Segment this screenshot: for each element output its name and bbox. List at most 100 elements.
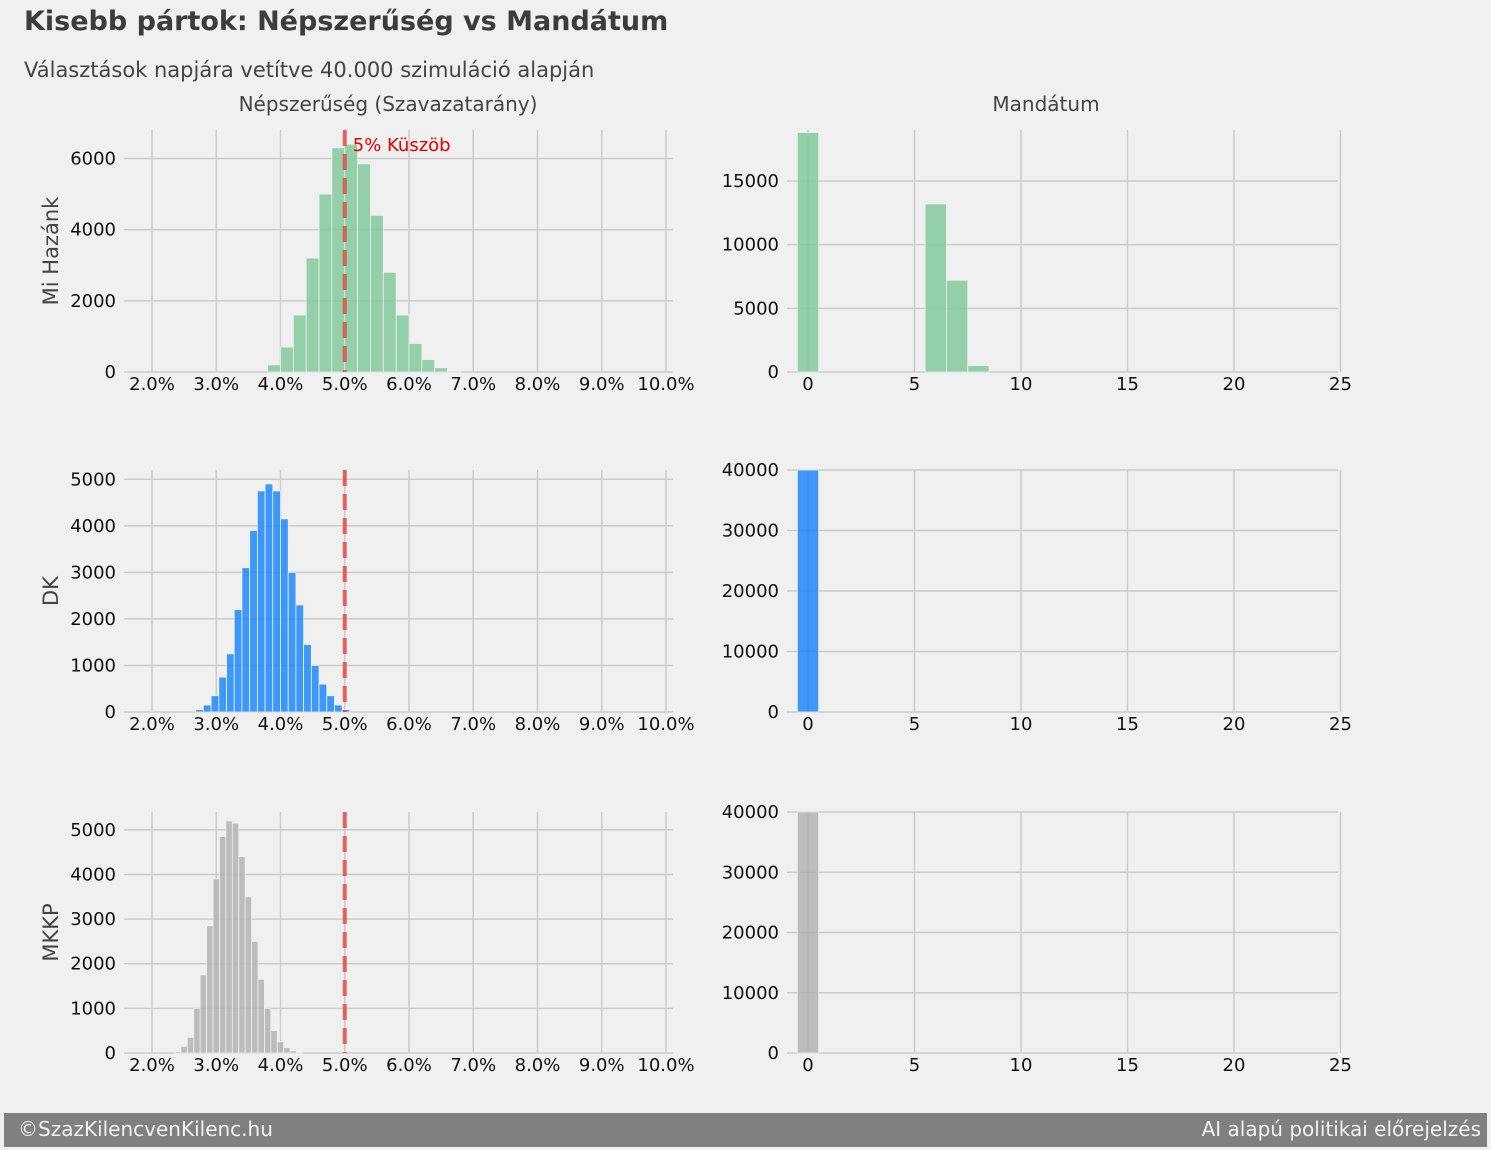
bar-popularity-mi-hazánk — [267, 364, 281, 373]
bar-popularity-mi-hazánk — [305, 257, 320, 373]
xtick-label: 7.0% — [450, 374, 496, 395]
bar-popularity-dk — [226, 653, 235, 713]
xtick-label: 3.0% — [193, 1055, 239, 1076]
bar-popularity-mkkp — [244, 896, 252, 1054]
xtick-label: 15 — [1116, 714, 1139, 735]
bar-popularity-mi-hazánk — [357, 163, 371, 373]
bar-popularity-mi-hazánk — [447, 370, 461, 373]
column-title-seats: Mandátum — [992, 92, 1099, 116]
footer-tagline: AI alapú politikai előrejelzés — [1201, 1117, 1481, 1141]
bar-popularity-mkkp — [199, 974, 208, 1054]
xtick-label: 5 — [909, 714, 920, 735]
bar-popularity-mkkp — [251, 941, 259, 1054]
bar-popularity-mi-hazánk — [280, 346, 294, 373]
ytick-label: 10000 — [722, 642, 779, 663]
bar-seats-mkkp — [796, 811, 820, 1054]
xtick-label: 7.0% — [450, 714, 496, 735]
bar-popularity-mkkp — [186, 1036, 195, 1054]
bar-popularity-dk — [280, 518, 289, 713]
ytick-label: 0 — [768, 702, 779, 723]
xtick-label: 9.0% — [579, 714, 625, 735]
bar-popularity-mkkp — [289, 1050, 297, 1054]
chart-grid: Népszerűség (Szavazatarány)0200040006000… — [39, 92, 1352, 1076]
ytick-label: 3000 — [70, 909, 116, 930]
bar-popularity-dk — [195, 709, 204, 713]
bar-popularity-mkkp — [264, 1007, 272, 1054]
ytick-label: 4000 — [70, 220, 116, 241]
xtick-label: 10.0% — [637, 1055, 694, 1076]
ytick-label: 2000 — [70, 609, 116, 630]
xtick-label: 0 — [802, 374, 813, 395]
ytick-label: 0 — [105, 362, 116, 383]
chart-subtitle: Választások napjára vetítve 40.000 szimu… — [24, 58, 595, 82]
xtick-label: 9.0% — [579, 374, 625, 395]
bar-popularity-mkkp — [193, 1007, 201, 1054]
bar-popularity-mi-hazánk — [408, 343, 423, 373]
xtick-label: 15 — [1116, 1055, 1139, 1076]
ylabel-mkkp: MKKP — [39, 903, 63, 961]
xtick-label: 5.0% — [322, 374, 368, 395]
bar-popularity-mkkp — [296, 1051, 304, 1054]
bar-seats-mi-hazánk — [946, 279, 969, 373]
bar-popularity-mkkp — [283, 1047, 291, 1054]
bar-popularity-mkkp — [219, 836, 227, 1054]
ytick-label: 1000 — [70, 655, 116, 676]
bar-popularity-mi-hazánk — [292, 314, 307, 373]
bar-popularity-dk — [310, 665, 320, 713]
ytick-label: 0 — [768, 1043, 779, 1064]
xtick-label: 3.0% — [193, 714, 239, 735]
bar-popularity-mi-hazánk — [421, 359, 436, 373]
xtick-label: 8.0% — [515, 374, 561, 395]
ytick-label: 15000 — [722, 171, 779, 192]
ytick-label: 30000 — [722, 521, 779, 542]
bar-popularity-dk — [249, 530, 258, 713]
bar-popularity-dk — [303, 644, 312, 713]
ytick-label: 4000 — [70, 516, 116, 537]
ytick-label: 10000 — [722, 235, 779, 256]
column-title-popularity: Népszerűség (Szavazatarány) — [239, 92, 538, 116]
ytick-label: 40000 — [722, 460, 779, 481]
xtick-label: 0 — [802, 1055, 813, 1076]
ytick-label: 5000 — [70, 820, 116, 841]
ytick-label: 20000 — [722, 581, 779, 602]
xtick-label: 10.0% — [637, 374, 694, 395]
xtick-label: 20 — [1223, 374, 1246, 395]
bar-popularity-mi-hazánk — [318, 193, 333, 373]
ytick-label: 30000 — [722, 862, 779, 883]
ytick-label: 6000 — [70, 148, 116, 169]
bar-popularity-mkkp — [257, 978, 265, 1054]
bar-popularity-dk — [334, 704, 343, 713]
xtick-label: 2.0% — [129, 714, 175, 735]
threshold-label: 5% Küszöb — [353, 135, 451, 156]
xtick-label: 25 — [1329, 714, 1352, 735]
xtick-label: 5 — [909, 374, 920, 395]
bar-popularity-dk — [295, 604, 305, 713]
xtick-label: 0 — [802, 714, 813, 735]
xtick-label: 20 — [1223, 714, 1246, 735]
bar-popularity-dk — [318, 683, 328, 713]
bar-popularity-dk — [326, 695, 335, 713]
bar-popularity-mkkp — [225, 820, 233, 1054]
xtick-label: 5 — [909, 1055, 920, 1076]
ylabel-mi-hazánk: Mi Hazánk — [39, 196, 63, 305]
bar-popularity-mkkp — [238, 856, 246, 1054]
xtick-label: 10 — [1010, 714, 1033, 735]
bar-seats-dk — [796, 469, 820, 713]
ytick-label: 3000 — [70, 562, 116, 583]
xtick-label: 4.0% — [258, 374, 304, 395]
bar-popularity-mkkp — [270, 1030, 278, 1054]
bar-popularity-mi-hazánk — [395, 314, 410, 373]
bar-popularity-dk — [272, 490, 281, 713]
bar-popularity-mi-hazánk — [382, 271, 397, 373]
bar-popularity-dk — [287, 571, 297, 713]
xtick-label: 10 — [1010, 374, 1033, 395]
bar-popularity-mi-hazánk — [434, 367, 448, 373]
bar-popularity-dk — [218, 676, 227, 713]
ytick-label: 0 — [768, 362, 779, 383]
xtick-label: 3.0% — [193, 374, 239, 395]
xtick-label: 10 — [1010, 1055, 1033, 1076]
ytick-label: 2000 — [70, 954, 116, 975]
xtick-label: 8.0% — [515, 714, 561, 735]
xtick-label: 5.0% — [322, 1055, 368, 1076]
ytick-label: 2000 — [70, 291, 116, 312]
